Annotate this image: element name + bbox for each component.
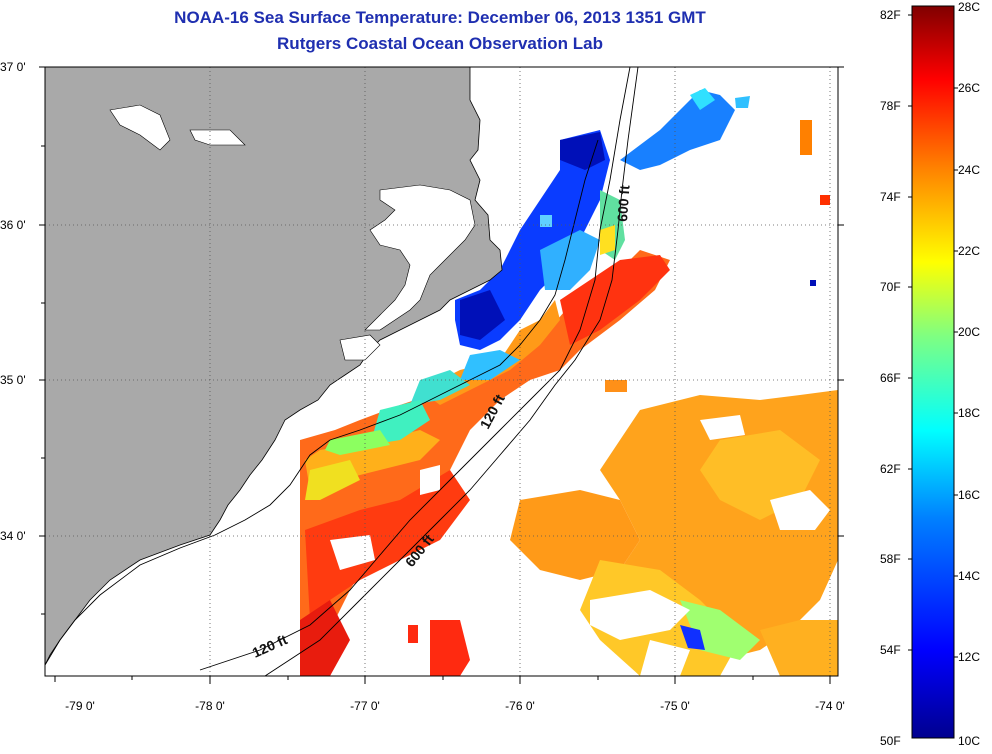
coastline-offshore <box>45 139 599 666</box>
cb-f-58: 58F <box>880 552 901 566</box>
lon-label-77: -77 0' <box>350 699 380 713</box>
lat-label-35: 35 0' <box>0 373 26 387</box>
cb-f-78: 78F <box>880 99 901 113</box>
lat-label-37: 37 0' <box>0 60 26 74</box>
sst-cold-region <box>325 88 750 455</box>
cb-f-66: 66F <box>880 371 901 385</box>
cb-c-26: 26C <box>958 81 981 95</box>
sst-scatter-patches <box>375 120 830 643</box>
land <box>45 67 503 666</box>
contour-120ft <box>199 67 631 671</box>
depth-contours <box>45 67 639 676</box>
cb-f-70: 70F <box>880 280 901 294</box>
cb-f-62: 62F <box>880 462 901 476</box>
lat-ticks <box>39 66 844 615</box>
cb-c-10: 10C <box>958 734 981 748</box>
cb-f-82: 82F <box>880 8 901 22</box>
colorbar-ticks <box>908 14 958 658</box>
cb-c-22: 22C <box>958 244 981 258</box>
lon-label-74: -74 0' <box>815 699 845 713</box>
graticule <box>45 67 838 676</box>
cb-f-54: 54F <box>880 643 901 657</box>
map-subtitle: Rutgers Coastal Ocean Observation Lab <box>277 34 603 53</box>
cb-c-20: 20C <box>958 325 981 339</box>
cb-c-14: 14C <box>958 569 981 583</box>
cb-f-50: 50F <box>880 734 901 748</box>
cb-f-74: 74F <box>880 190 901 204</box>
cloud-gaps <box>330 415 830 676</box>
lon-ticks <box>54 676 831 684</box>
lat-label-34: 34 0' <box>0 529 26 543</box>
contour-600ft <box>264 67 639 676</box>
cb-c-16: 16C <box>958 488 981 502</box>
map-title: NOAA-16 Sea Surface Temperature: Decembe… <box>174 8 706 27</box>
cb-c-18: 18C <box>958 406 981 420</box>
lon-label-76: -76 0' <box>505 699 535 713</box>
cb-c-28: 28C <box>958 0 981 14</box>
inland-water <box>109 104 476 361</box>
contour-label-600ft-north: 600 ft <box>614 184 633 222</box>
cb-c-12: 12C <box>958 650 981 664</box>
colorbar <box>911 5 955 739</box>
lon-label-75: -75 0' <box>660 699 690 713</box>
lon-label-79: -79 0' <box>65 699 95 713</box>
map-frame <box>44 66 839 677</box>
lon-label-78: -78 0' <box>195 699 225 713</box>
lat-label-36: 36 0' <box>0 218 26 232</box>
cb-c-24: 24C <box>958 163 981 177</box>
